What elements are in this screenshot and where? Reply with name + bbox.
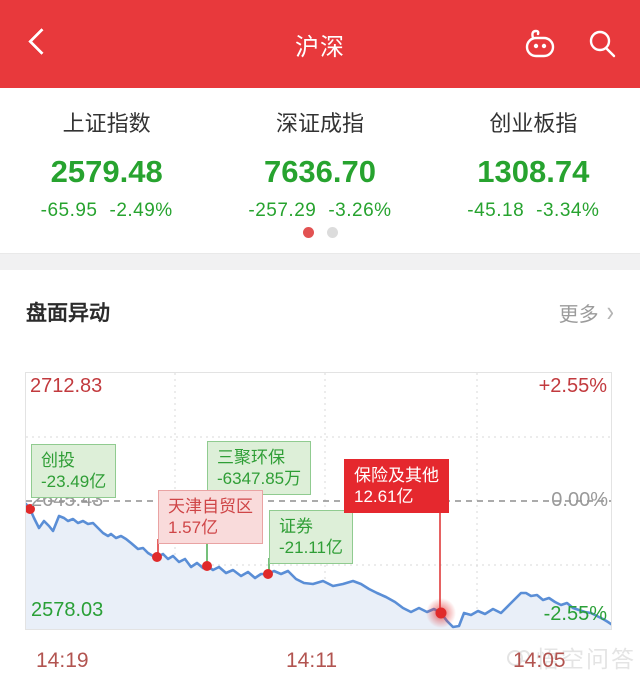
annotation-value: -21.11亿	[279, 538, 343, 557]
index-card-shenzhen[interactable]: 深证成指 7636.70 -257.29 -3.26%	[213, 90, 426, 222]
y-min-pct-label: -2.55%	[543, 603, 607, 625]
annotation-value: -23.49亿	[41, 472, 107, 491]
x-tick: 14:05	[513, 649, 566, 672]
annotation-sanju-huanbao[interactable]: 三聚环保 -6347.85万	[207, 441, 312, 495]
x-tick: 14:19	[36, 649, 89, 672]
intraday-chart[interactable]: 2712.83 +2.55% 2645.43 0.00% 2578.03 -2.…	[25, 372, 612, 630]
more-link[interactable]: 更多 ›	[558, 295, 614, 328]
annotation-label: 保险及其他	[354, 466, 439, 485]
page-dot-inactive[interactable]	[326, 227, 338, 238]
annotation-zhengquan[interactable]: 证券 -21.11亿	[269, 510, 353, 564]
index-name: 深证成指	[275, 111, 364, 136]
index-change: -257.29 -3.26%	[248, 200, 392, 221]
watermark: 悟空问答	[506, 640, 636, 674]
page-title: 沪深	[295, 33, 345, 61]
index-value: 2579.48	[50, 154, 163, 189]
section-divider	[0, 253, 640, 270]
robot-icon	[525, 29, 555, 58]
annotation-value: 12.61亿	[354, 487, 414, 506]
index-card-shanghai[interactable]: 上证指数 2579.48 -65.95 -2.49%	[0, 90, 213, 222]
x-axis: 悟空问答 14:19 14:11 14:05	[0, 628, 640, 681]
page-dot-active[interactable]	[302, 227, 314, 238]
annotation-value: -6347.85万	[217, 469, 302, 488]
index-value: 1308.74	[477, 154, 590, 189]
index-value: 7636.70	[263, 154, 377, 189]
index-name: 上证指数	[62, 111, 151, 136]
section-header: 盘面异动 更多 ›	[0, 269, 640, 355]
index-cards-row: 上证指数 2579.48 -65.95 -2.49% 深证成指 7636.70 -…	[0, 90, 640, 222]
index-change: -65.95 -2.49%	[40, 200, 173, 221]
y-max-price-label: 2712.83	[30, 375, 103, 397]
y-mid-pct-label: 0.00%	[551, 489, 608, 511]
section-title: 盘面异动	[26, 302, 110, 325]
robot-assistant-button[interactable]	[520, 24, 560, 64]
annotation-tianjin-fta[interactable]: 天津自贸区 1.57亿	[158, 490, 263, 544]
annotation-label: 创投	[41, 451, 75, 470]
annotation-label: 天津自贸区	[168, 497, 253, 516]
more-label: 更多	[558, 303, 599, 326]
index-change: -45.18 -3.34%	[467, 200, 600, 221]
watermark-text: 悟空问答	[536, 646, 636, 672]
index-name: 创业板指	[489, 111, 578, 136]
annotation-baoxian[interactable]: 保险及其他 12.61亿	[344, 459, 449, 513]
index-card-chinext[interactable]: 创业板指 1308.74 -45.18 -3.34%	[427, 90, 640, 222]
annotation-label: 三聚环保	[217, 448, 285, 467]
header-bar: 沪深	[0, 0, 640, 88]
search-icon	[589, 30, 616, 58]
search-button[interactable]	[582, 24, 622, 64]
x-tick: 14:11	[286, 649, 337, 672]
y-min-price-label: 2578.03	[31, 599, 104, 621]
wukong-logo-icon	[507, 650, 530, 666]
annotation-label: 证券	[279, 517, 313, 536]
annotation-chuangtou[interactable]: 创投 -23.49亿	[31, 444, 117, 498]
chevron-right-icon: ›	[606, 295, 614, 328]
chart-canvas	[26, 373, 611, 629]
annotation-value: 1.57亿	[168, 518, 219, 537]
page-indicator	[0, 227, 640, 238]
y-max-pct-label: +2.55%	[538, 375, 607, 397]
